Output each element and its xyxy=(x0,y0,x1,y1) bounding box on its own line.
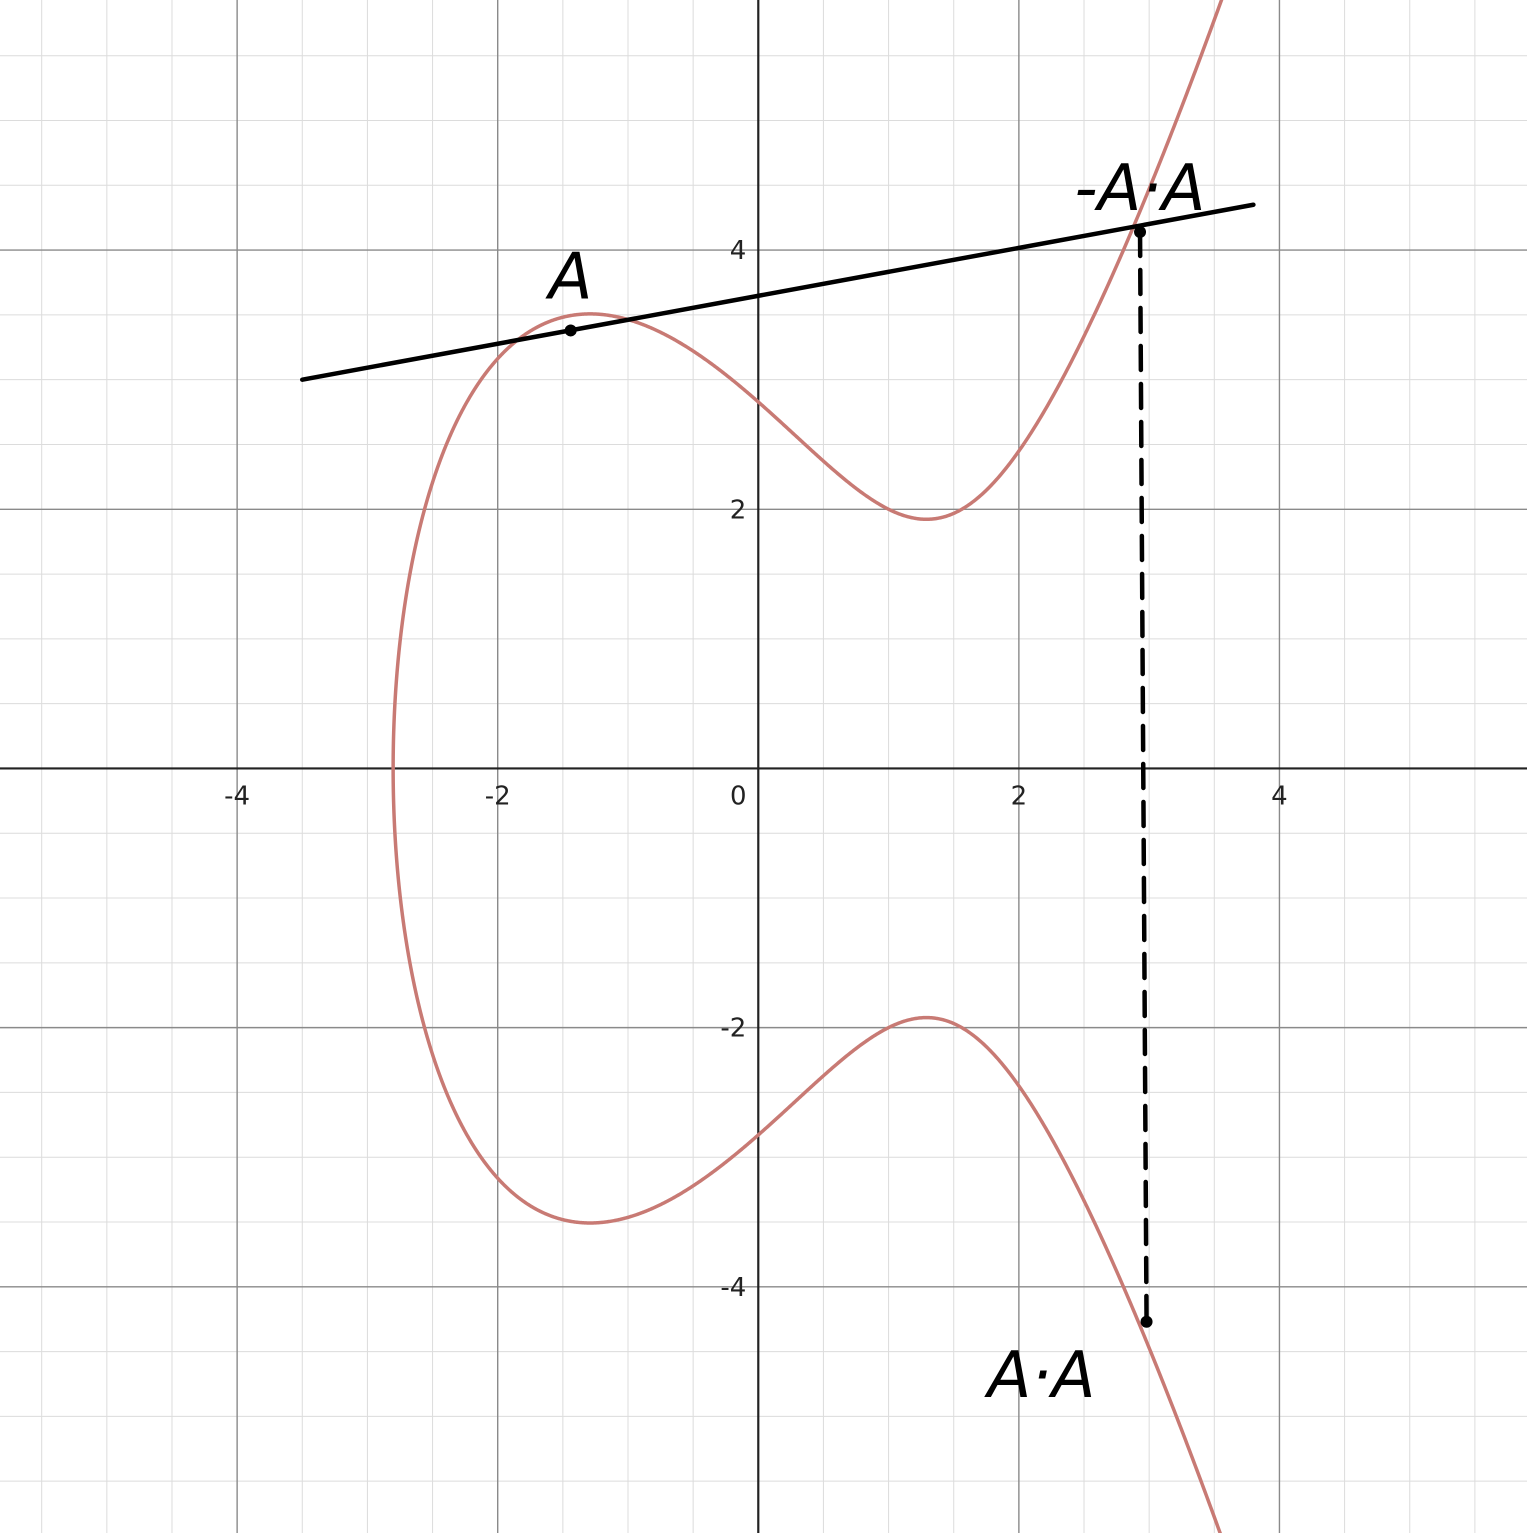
point-label: A·A xyxy=(984,1339,1096,1413)
y-tick-label: 2 xyxy=(730,495,747,525)
x-tick-label: 4 xyxy=(1271,781,1288,811)
tick-labels: -4 -2 0 2 4 4 2 -2 -4 xyxy=(224,236,1288,1303)
elliptic-curve xyxy=(391,0,1224,1533)
y-tick-label: -4 xyxy=(720,1273,746,1303)
x-tick-label: -2 xyxy=(485,781,511,811)
x-tick-label: 0 xyxy=(730,781,747,811)
curve-layer xyxy=(391,0,1224,1533)
y-tick-label: -2 xyxy=(720,1014,746,1044)
x-tick-label: 2 xyxy=(1011,781,1028,811)
point-label: A xyxy=(545,240,593,314)
labeled-points: A -A·A A·A xyxy=(545,152,1206,1413)
point-marker xyxy=(1134,225,1147,238)
x-tick-label: -4 xyxy=(224,781,250,811)
y-tick-label: 4 xyxy=(730,236,747,266)
point-marker xyxy=(1140,1315,1153,1328)
tangent-line xyxy=(300,202,1256,382)
reflection-dashed-line xyxy=(1137,229,1149,1325)
construction-lines xyxy=(300,202,1256,1325)
point-label: -A·A xyxy=(1075,152,1206,226)
point-marker xyxy=(564,324,577,337)
